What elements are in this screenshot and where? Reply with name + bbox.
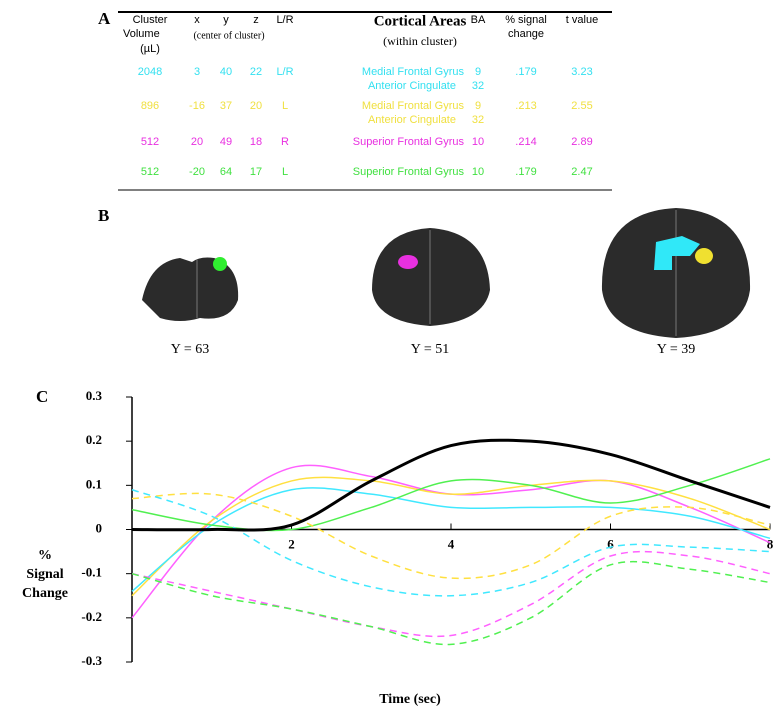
series-line <box>132 440 770 530</box>
y-tick-label: 0 <box>96 520 103 535</box>
table-header: change <box>508 28 544 40</box>
table-header: t value <box>566 14 598 26</box>
table-cell: 896 <box>141 100 159 112</box>
table-cell: .213 <box>515 100 536 112</box>
x-axis-label: Time (sec) <box>379 692 441 707</box>
table-cell: Anterior Cingulate <box>368 114 456 126</box>
table-cell: 32 <box>472 80 484 92</box>
table-cell: 9 <box>475 66 481 78</box>
table-cell: .179 <box>515 66 536 78</box>
table-cell: R <box>281 136 289 148</box>
table-cell: 20 <box>250 100 262 112</box>
table-header: z <box>253 14 259 26</box>
table-cell: 3 <box>194 66 200 78</box>
y-axis-label: % <box>38 548 52 563</box>
table-header: (µL) <box>140 43 160 55</box>
table-note: (center of cluster) <box>193 30 264 41</box>
table-cell: 32 <box>472 114 484 126</box>
table-header: BA <box>471 14 486 26</box>
table-cell: Superior Frontal Gyrus <box>353 136 465 148</box>
table-cell: 49 <box>220 136 232 148</box>
activation-spot <box>398 255 418 269</box>
table-cell: L <box>282 100 288 112</box>
figure: A B C Cluster Volume (µL) x y z L/R Cortical Areas… <box>0 0 776 711</box>
table-cell: .179 <box>515 166 536 178</box>
table-cell: 512 <box>141 136 159 148</box>
panel-label: C <box>36 387 48 406</box>
table-header: L/R <box>276 14 293 26</box>
table-cell: L/R <box>276 66 293 78</box>
table-cell: -20 <box>189 166 205 178</box>
table-cell: 64 <box>220 166 232 178</box>
y-tick-label: 0.2 <box>86 432 102 447</box>
y-axis-label: Change <box>22 586 68 601</box>
table-cell: 20 <box>191 136 203 148</box>
table-cell: 2.47 <box>571 166 592 178</box>
activation-spot <box>213 257 227 271</box>
table-cell: 18 <box>250 136 262 148</box>
brain-slice-2 <box>372 228 490 326</box>
y-tick-label: 0.3 <box>86 388 103 403</box>
table-cell: 9 <box>475 100 481 112</box>
x-tick-label: 4 <box>448 536 455 551</box>
panel-label: A <box>98 9 111 28</box>
table-header: (within cluster) <box>383 34 457 48</box>
table-cell: 40 <box>220 66 232 78</box>
panel-label: B <box>98 206 109 225</box>
x-tick-label: 2 <box>288 536 295 551</box>
table-cell: .214 <box>515 136 536 148</box>
brain-slice-1 <box>142 257 238 321</box>
table-cell: 512 <box>141 166 159 178</box>
table-cell: 10 <box>472 136 484 148</box>
table-cell: 10 <box>472 166 484 178</box>
table-cell: 17 <box>250 166 262 178</box>
table-header: % signal <box>505 14 547 26</box>
slice-label: Y = 51 <box>411 342 450 357</box>
table-header: Volume <box>123 28 160 40</box>
table-cell: 2.55 <box>571 100 592 112</box>
brain-shape <box>372 228 490 326</box>
brain-images <box>142 208 750 338</box>
table-cell: 2048 <box>138 66 162 78</box>
table-header: Cortical Areas <box>374 13 467 29</box>
table-cell: 37 <box>220 100 232 112</box>
table-cell: 2.89 <box>571 136 592 148</box>
series-line <box>132 552 770 637</box>
table-cell: -16 <box>189 100 205 112</box>
slice-label: Y = 39 <box>657 342 696 357</box>
brain-slice-3 <box>602 208 750 338</box>
y-tick-label: -0.1 <box>81 565 102 580</box>
table-cell: 22 <box>250 66 262 78</box>
table-header: y <box>223 14 229 26</box>
x-tick-label: 8 <box>767 536 774 551</box>
table-cell: Superior Frontal Gyrus <box>353 166 465 178</box>
y-axis-label: Signal <box>26 567 63 582</box>
table-header: x <box>194 14 200 26</box>
x-tick-label: 6 <box>607 536 614 551</box>
table-header: Cluster <box>133 14 168 26</box>
table-cell: Medial Frontal Gyrus <box>362 66 465 78</box>
y-tick-label: -0.2 <box>81 609 102 624</box>
activation-spot <box>695 248 713 264</box>
y-tick-label: -0.3 <box>81 653 102 668</box>
table-cell: L <box>282 166 288 178</box>
series-line <box>132 562 770 645</box>
table-cell: Anterior Cingulate <box>368 80 456 92</box>
slice-label: Y = 63 <box>171 342 210 357</box>
table-cell: Medial Frontal Gyrus <box>362 100 465 112</box>
table-cell: 3.23 <box>571 66 592 78</box>
y-tick-label: 0.1 <box>86 476 102 491</box>
